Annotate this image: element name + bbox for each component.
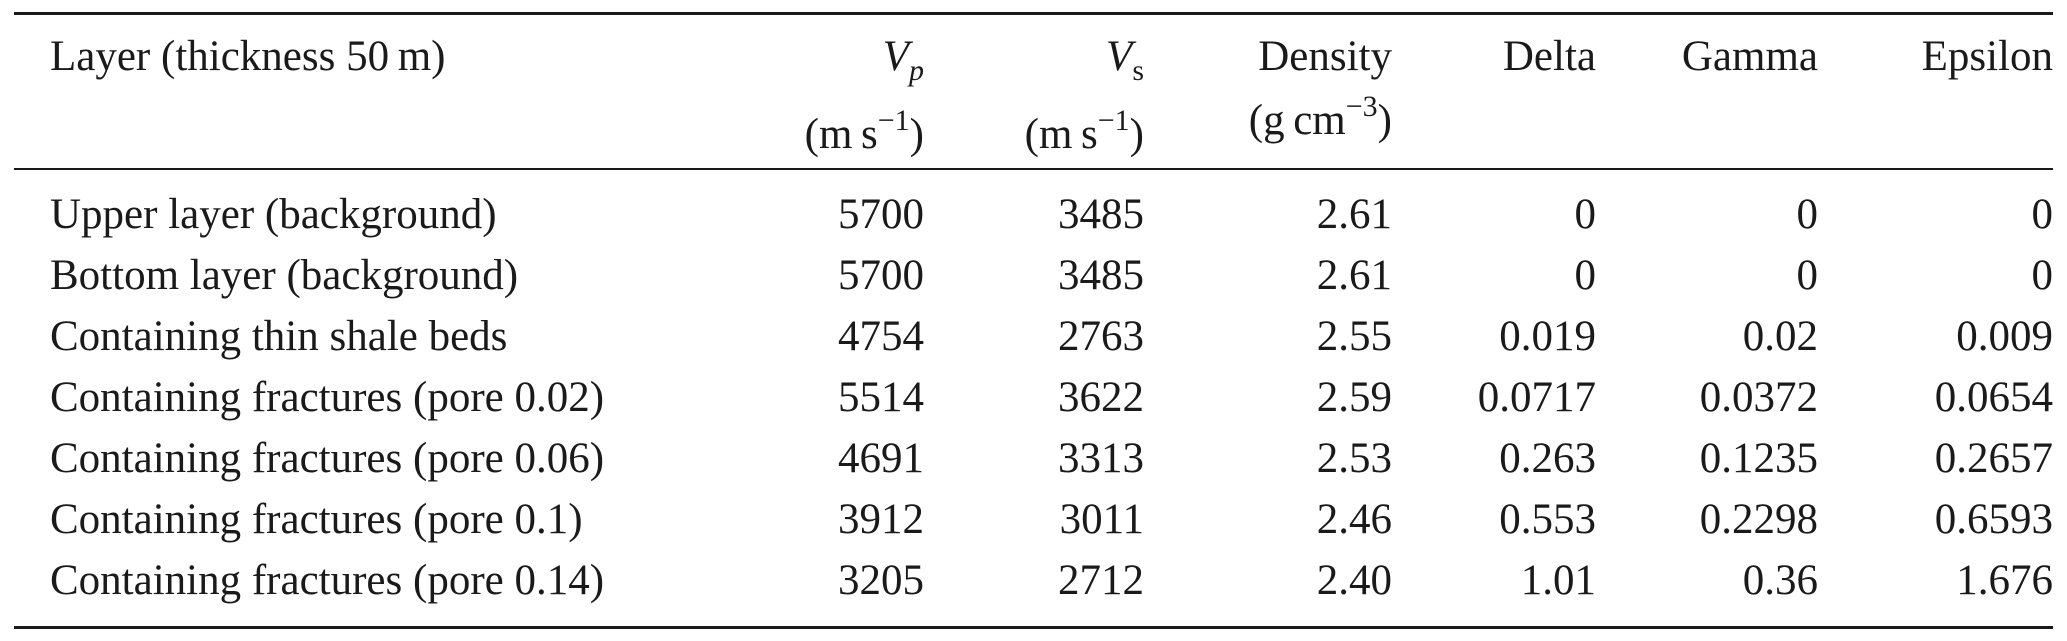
- cell-density: 2.53: [1316, 435, 1392, 482]
- header-epsilon-label: Epsilon: [1921, 33, 2053, 80]
- table-row: Containing fractures (pore 0.14) 3205 27…: [14, 550, 2053, 611]
- cell-layer: Containing fractures (pore 0.14): [50, 557, 605, 604]
- header-vp-unit: (m s−1): [715, 96, 924, 160]
- table-row: Bottom layer (background) 5700 3485 2.61…: [14, 245, 2053, 306]
- cell-delta: 0.263: [1499, 435, 1596, 482]
- header-layer: Layer (thickness 50 m): [14, 15, 714, 160]
- header-layer-label: Layer (thickness 50 m): [50, 33, 446, 80]
- table-header: Layer (thickness 50 m) Vp (m s−1) Vs (m …: [14, 15, 2053, 160]
- header-vp: Vp (m s−1): [714, 15, 924, 160]
- table-header-rule: [14, 168, 2053, 170]
- header-density-unit: (g cm−3): [1145, 82, 1392, 146]
- cell-epsilon: 0.009: [1956, 313, 2053, 360]
- vp-symbol: V: [882, 33, 909, 80]
- cell-density: 2.59: [1316, 374, 1392, 421]
- cell-gamma: 0.1235: [1699, 435, 1818, 482]
- cell-epsilon: 0.0654: [1934, 374, 2053, 421]
- cell-delta: 0.553: [1499, 496, 1596, 543]
- cell-layer: Containing fractures (pore 0.06): [50, 435, 605, 482]
- cell-layer: Containing fractures (pore 0.02): [50, 374, 605, 421]
- cell-gamma: 0: [1796, 191, 1819, 238]
- vp-unit-base: (m s: [804, 111, 878, 158]
- cell-layer: Containing thin shale beds: [50, 313, 508, 360]
- vs-subscript: s: [1132, 54, 1144, 87]
- header-gamma-label: Gamma: [1681, 33, 1818, 80]
- cell-gamma: 0.0372: [1699, 374, 1818, 421]
- vs-unit-exponent: −1: [1097, 104, 1130, 137]
- cell-gamma: 0.2298: [1699, 496, 1818, 543]
- cell-layer: Containing fractures (pore 0.1): [50, 496, 583, 543]
- header-density-label: Density: [1258, 33, 1392, 80]
- header-vs-unit: (m s−1): [925, 96, 1144, 160]
- cell-gamma: 0.36: [1742, 557, 1818, 604]
- cell-delta: 1.01: [1520, 557, 1596, 604]
- vs-unit-close: ): [1129, 111, 1144, 158]
- cell-delta: 0: [1574, 191, 1597, 238]
- density-unit-base: (g cm: [1248, 97, 1346, 144]
- cell-vp: 5514: [838, 374, 924, 421]
- cell-vs: 2763: [1058, 313, 1144, 360]
- header-density: Density (g cm−3): [1144, 15, 1392, 160]
- header-gamma: Gamma: [1596, 15, 1818, 160]
- table-body: Upper layer (background) 5700 3485 2.61 …: [14, 160, 2053, 611]
- cell-density: 2.46: [1316, 496, 1392, 543]
- vs-symbol: V: [1106, 33, 1133, 80]
- cell-epsilon: 0: [2031, 191, 2054, 238]
- cell-vs: 3011: [1059, 496, 1144, 543]
- cell-epsilon: 0: [2031, 252, 2054, 299]
- vp-subscript: p: [909, 54, 924, 87]
- cell-delta: 0.0717: [1477, 374, 1596, 421]
- cell-gamma: 0: [1796, 252, 1819, 299]
- header-vp-symbol: Vp: [715, 32, 924, 96]
- table-row: Upper layer (background) 5700 3485 2.61 …: [14, 184, 2053, 245]
- table-row: Containing fractures (pore 0.06) 4691 33…: [14, 428, 2053, 489]
- table-row: Containing fractures (pore 0.1) 3912 301…: [14, 489, 2053, 550]
- header-epsilon: Epsilon: [1818, 15, 2053, 160]
- table-top-rule: [14, 12, 2053, 15]
- cell-epsilon: 0.6593: [1934, 496, 2053, 543]
- cell-vs: 3313: [1058, 435, 1144, 482]
- cell-layer: Upper layer (background): [50, 191, 497, 238]
- cell-epsilon: 1.676: [1956, 557, 2053, 604]
- cell-layer: Bottom layer (background): [50, 252, 519, 299]
- cell-vp: 4691: [838, 435, 924, 482]
- cell-epsilon: 0.2657: [1934, 435, 2053, 482]
- header-delta-label: Delta: [1502, 33, 1596, 80]
- cell-density: 2.55: [1316, 313, 1392, 360]
- vp-unit-exponent: −1: [877, 104, 910, 137]
- cell-vp: 5700: [838, 191, 924, 238]
- cell-vs: 2712: [1058, 557, 1144, 604]
- vp-unit-close: ): [909, 111, 924, 158]
- layer-properties-table: Layer (thickness 50 m) Vp (m s−1) Vs (m …: [14, 15, 2053, 611]
- cell-gamma: 0.02: [1742, 313, 1818, 360]
- body-spacer: [14, 160, 2053, 184]
- cell-delta: 0: [1574, 252, 1597, 299]
- cell-vs: 3485: [1058, 191, 1144, 238]
- header-delta: Delta: [1392, 15, 1596, 160]
- density-unit-close: ): [1377, 97, 1392, 144]
- table-row: Containing thin shale beds 4754 2763 2.5…: [14, 306, 2053, 367]
- header-vs-symbol: Vs: [925, 32, 1144, 96]
- cell-vp: 4754: [838, 313, 924, 360]
- table-bottom-rule: [14, 626, 2053, 629]
- cell-density: 2.40: [1316, 557, 1392, 604]
- cell-vp: 5700: [838, 252, 924, 299]
- cell-density: 2.61: [1316, 191, 1392, 238]
- header-row: Layer (thickness 50 m) Vp (m s−1) Vs (m …: [14, 15, 2053, 160]
- cell-vs: 3622: [1058, 374, 1144, 421]
- header-vs: Vs (m s−1): [924, 15, 1144, 160]
- spacer-cell: [14, 160, 2053, 184]
- cell-vs: 3485: [1058, 252, 1144, 299]
- density-unit-exponent: −3: [1345, 90, 1378, 123]
- vs-unit-base: (m s: [1024, 111, 1098, 158]
- cell-density: 2.61: [1316, 252, 1392, 299]
- table-row: Containing fractures (pore 0.02) 5514 36…: [14, 367, 2053, 428]
- cell-vp: 3205: [838, 557, 924, 604]
- cell-vp: 3912: [838, 496, 924, 543]
- cell-delta: 0.019: [1499, 313, 1596, 360]
